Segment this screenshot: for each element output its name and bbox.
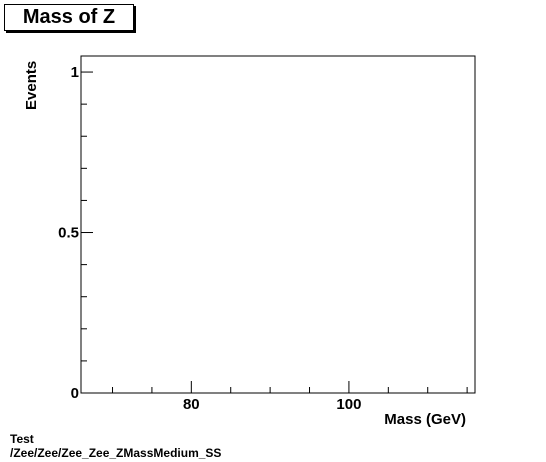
footer-label: Test	[10, 432, 34, 446]
y-axis-title: Events	[23, 61, 40, 110]
footer-path: /Zee/Zee/Zee_Zee_ZMassMedium_SS	[10, 446, 222, 460]
plot-frame	[80, 55, 476, 394]
x-tick-label: 100	[336, 396, 361, 413]
y-tick-label: 0	[71, 385, 79, 402]
x-axis-ticks: 80 100	[112, 381, 468, 413]
y-axis-ticks: 00.51	[58, 64, 93, 402]
x-axis-title: Mass (GeV)	[384, 411, 466, 428]
y-tick-label: 0.5	[58, 225, 79, 242]
y-tick-label: 1	[71, 64, 79, 81]
chart-title: Mass of Z	[4, 4, 134, 31]
x-tick-label: 80	[183, 396, 200, 413]
